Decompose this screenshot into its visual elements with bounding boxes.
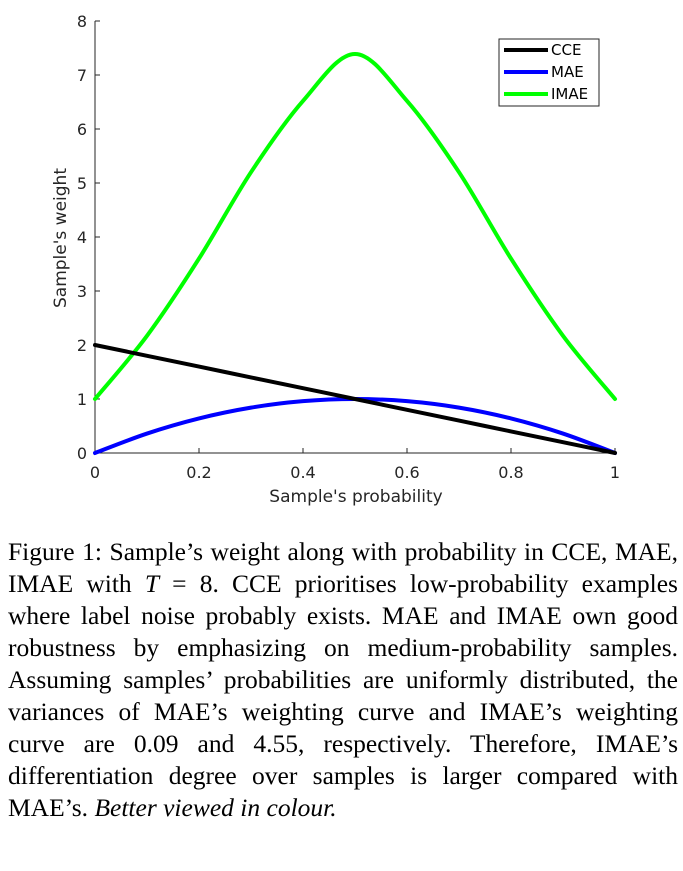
x-ticks: 0 0.2 0.4 0.6 0.8 1 — [90, 448, 620, 482]
y-tick-label: 2 — [77, 336, 87, 355]
y-tick-label: 6 — [77, 120, 87, 139]
x-tick-label: 0.8 — [498, 463, 523, 482]
line-chart: 0 0.2 0.4 0.6 0.8 1 0 1 2 3 4 5 6 7 8 Sample's probab… — [51, 12, 620, 507]
x-tick-label: 1 — [610, 463, 620, 482]
y-tick-label: 8 — [77, 12, 87, 31]
caption-math-rest: = 8 — [159, 569, 213, 598]
caption-text-2: . CCE prioritises low-probability exampl… — [8, 569, 678, 822]
caption-math-variable: T — [144, 569, 159, 598]
series-line-mae — [93, 397, 617, 455]
x-tick-label: 0.4 — [290, 463, 315, 482]
legend-label-imae: IMAE — [551, 85, 588, 103]
y-tick-label: 0 — [77, 444, 87, 463]
series-line-cce — [93, 343, 617, 455]
x-axis-title: Sample's probability — [269, 487, 442, 507]
y-tick-label: 5 — [77, 174, 87, 193]
caption-text-1: Sample’s weight along with probability i… — [8, 537, 678, 598]
y-axis-title: Sample's weight — [51, 168, 71, 308]
y-tick-label: 1 — [77, 390, 87, 409]
caption-label: Figure 1: — [8, 537, 110, 566]
y-tick-label: 7 — [77, 66, 87, 85]
x-tick-label: 0 — [90, 463, 100, 482]
legend-label-cce: CCE — [551, 41, 581, 59]
legend-label-mae: MAE — [551, 63, 584, 81]
y-tick-label: 3 — [77, 282, 87, 301]
x-tick-label: 0.6 — [394, 463, 419, 482]
series-layer — [93, 51, 617, 455]
series-line-imae — [93, 51, 617, 401]
figure-caption: Figure 1: Sample’s weight along with pro… — [8, 536, 678, 824]
y-tick-label: 4 — [77, 228, 87, 247]
legend: CCE MAE IMAE — [498, 38, 600, 107]
x-tick-label: 0.2 — [186, 463, 211, 482]
caption-emphasis: Better viewed in colour. — [94, 793, 337, 822]
y-ticks: 0 1 2 3 4 5 6 7 8 — [77, 12, 100, 463]
